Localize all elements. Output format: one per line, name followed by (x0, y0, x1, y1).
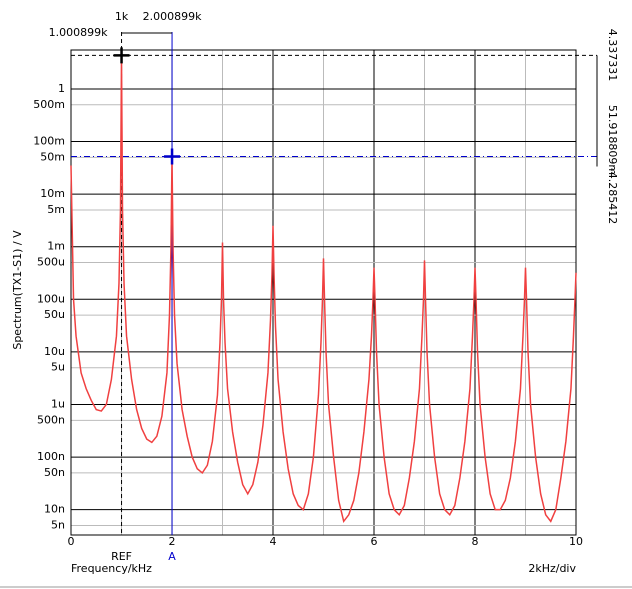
spectrum-line (70, 55, 577, 524)
y-tick-label: 50m (40, 150, 65, 163)
delta-y-readout: -4.285412 (606, 168, 619, 224)
x-tick-label: 0 (68, 535, 75, 548)
y-tick-label: 1u (51, 397, 65, 410)
y-tick-label: 500m (33, 98, 65, 111)
x-tick-label: 8 (472, 535, 479, 548)
y-tick-label: 5u (51, 361, 65, 374)
x-tick-label: 6 (371, 535, 378, 548)
y-tick-label: 100u (37, 292, 65, 305)
x-axis-label: Frequency/kHz (71, 562, 152, 575)
cursor-x-readout: 2.000899k (143, 10, 202, 23)
y-tick-label: 50u (44, 308, 65, 321)
y-tick-label: 500n (37, 413, 65, 426)
cursor-y-readout: 51.918809m (606, 105, 619, 175)
cursor-cross (164, 148, 181, 165)
y-tick-label: 100m (33, 135, 65, 148)
y-tick-label: 500u (37, 256, 65, 269)
cursor-x-readout: 1.000899k (49, 26, 108, 39)
y-tick-label: 5m (47, 203, 65, 216)
plot-frame (70, 49, 577, 536)
y-tick-label: 1 (58, 82, 65, 95)
x-tick-label: 10 (569, 535, 583, 548)
delta-x-readout: 1k (115, 10, 129, 23)
y-tick-label: 10n (44, 503, 65, 516)
y-tick-label: 10u (44, 345, 65, 358)
x-tick-label: 2 (169, 535, 176, 548)
x-tick-label: 4 (270, 535, 277, 548)
y-tick-label: 5n (51, 519, 65, 532)
y-tick-label: 1m (47, 240, 65, 253)
scale-label: 2kHz/div (528, 562, 576, 575)
cursor-y-readout: 4.337331 (606, 29, 619, 82)
cursor-name: REF (111, 550, 132, 563)
cursor-cross (113, 47, 130, 64)
y-tick-label: 50n (44, 466, 65, 479)
y-axis-label: Spectrum(TX1-S1) / V (11, 230, 24, 350)
y-tick-label: 100n (37, 450, 65, 463)
cursor-name: A (168, 550, 176, 563)
y-tick-label: 10m (40, 187, 65, 200)
